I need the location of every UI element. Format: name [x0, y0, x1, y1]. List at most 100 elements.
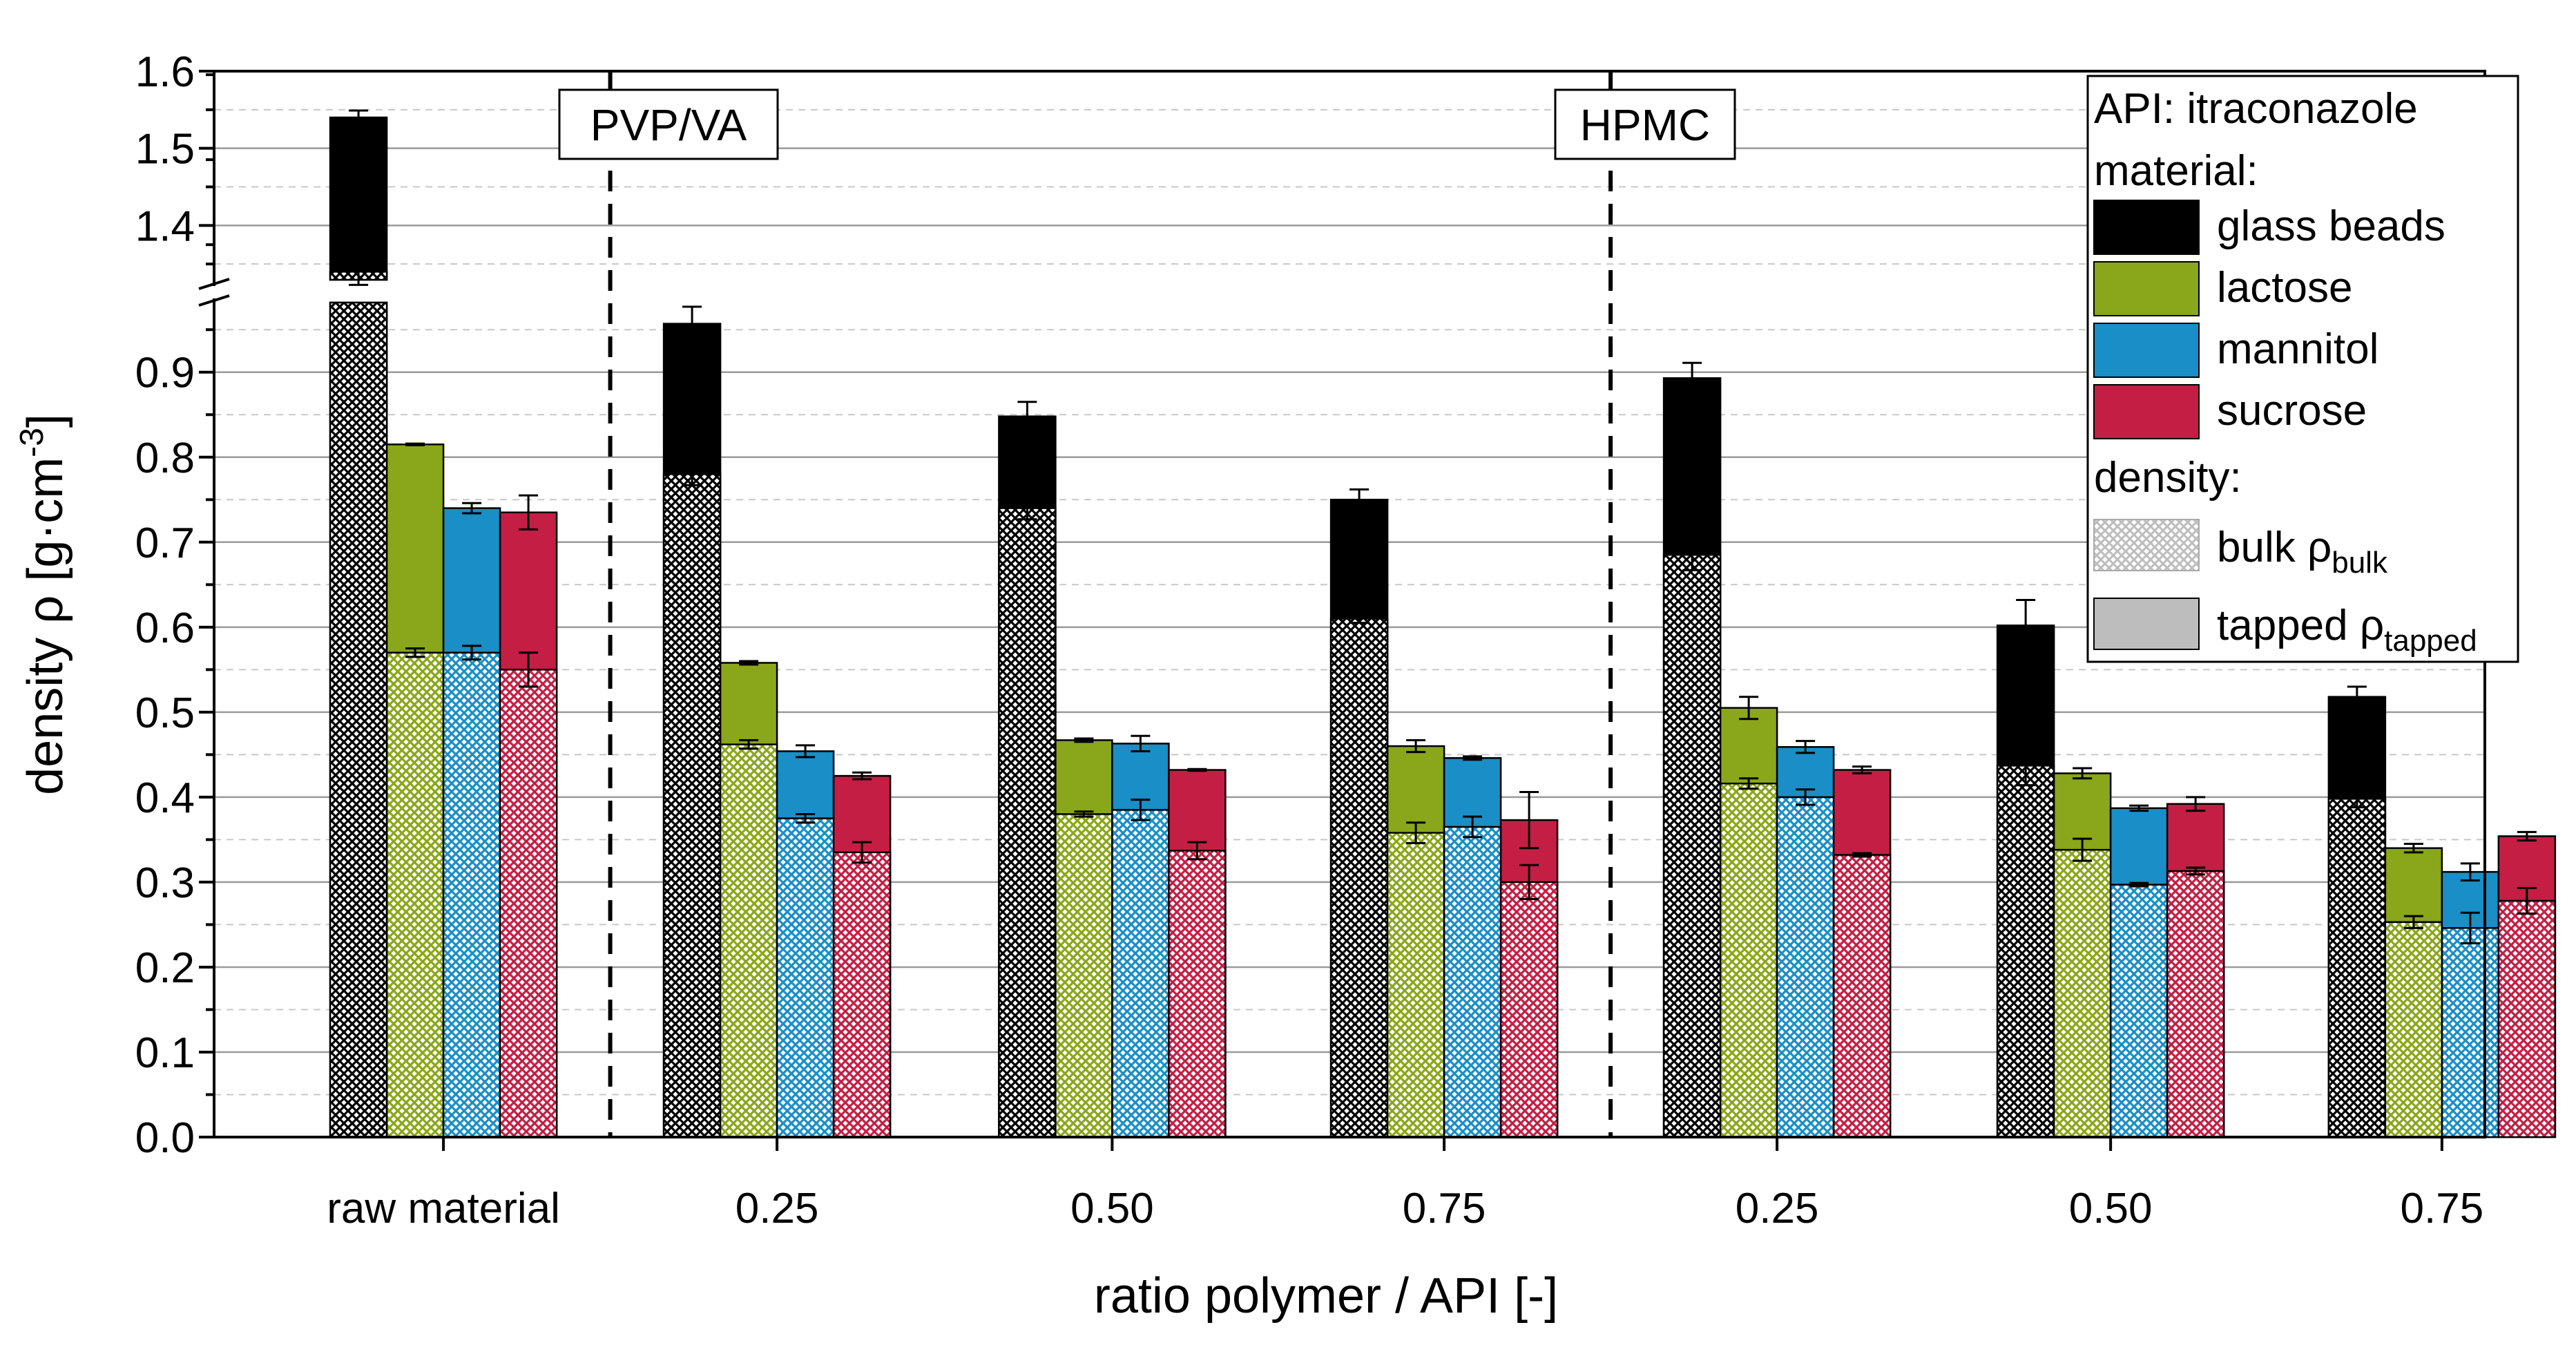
legend-bulk-sub: bulk	[2332, 546, 2388, 580]
legend-swatch-sucrose	[2093, 384, 2200, 439]
y-tick-label: 0.8	[135, 435, 195, 482]
legend-label-glass-beads: glass beads	[2217, 202, 2445, 250]
error-bar-bulk	[1682, 538, 1702, 571]
bar-bulk-glass-beads	[1329, 618, 1389, 1138]
bar-bulk-mannitol	[2441, 927, 2500, 1138]
error-bar-bulk	[1739, 777, 1759, 790]
legend-label-sucrose: sucrose	[2217, 387, 2367, 435]
region-box-hpmc: HPMC	[1554, 88, 1736, 160]
bar-bulk-lactose	[1386, 832, 1445, 1138]
bar-bulk-mannitol	[442, 651, 501, 1138]
error-bar-bulk	[2517, 887, 2537, 915]
y-tick-label: 0.2	[135, 944, 195, 992]
region-labels: PVP/VA HPMC	[558, 88, 1736, 160]
error-bar-tapped	[1519, 791, 1539, 850]
x-tick-label: 0.25	[1736, 1185, 1819, 1232]
error-bar-tapped	[1682, 361, 1702, 394]
legend-material-entries: glass beads lactose mannitol sucrose	[2093, 200, 2445, 439]
legend-tapped-main: tapped ρ	[2217, 602, 2384, 649]
error-bar-tapped	[1131, 734, 1151, 752]
error-bar-bulk	[682, 461, 702, 486]
bar-bulk-mannitol	[1443, 826, 1502, 1138]
legend-bulk-main: bulk ρ	[2217, 524, 2332, 571]
error-bar-tapped	[2073, 767, 2093, 780]
error-bar-bulk	[2073, 837, 2093, 862]
legend-density-title: density:	[2094, 454, 2242, 502]
error-bar-bulk	[1131, 799, 1151, 821]
bar-bulk-sucrose	[1168, 850, 1227, 1138]
error-bar-bulk	[1017, 496, 1037, 521]
error-bar-bulk	[739, 738, 759, 750]
legend-material-title: material:	[2094, 147, 2258, 195]
x-tick-label: raw material	[327, 1185, 560, 1232]
error-bar-bulk	[349, 257, 369, 286]
legend-tapped-swatch	[2093, 598, 2200, 650]
y-axis-title-main: density ρ [g·cm	[18, 457, 73, 795]
y-tick-label: 0.7	[135, 519, 195, 567]
bar-bulk-glass-beads	[1996, 765, 2055, 1138]
bar-bulk-mannitol	[2109, 884, 2169, 1138]
error-bar-tapped	[682, 305, 702, 342]
error-bar-bulk	[2186, 866, 2206, 876]
x-tick-label: 0.75	[1403, 1185, 1486, 1232]
bar-bulk-sucrose	[2166, 870, 2225, 1138]
error-bar-tapped	[405, 442, 425, 447]
error-bar-tapped	[1739, 696, 1759, 721]
bar-bulk-sucrose	[832, 851, 892, 1138]
y-tick-label: 0.0	[135, 1114, 195, 1162]
y-tick-label: 0.4	[135, 774, 195, 822]
legend-swatch-glass-beads	[2093, 200, 2200, 255]
axis-ticks: 0.0 0.1 0.2 0.3 0.4 0.5 0.6 0.7 0.8 0.9 1.4 1.5 1.6	[135, 48, 2443, 1162]
error-bar-bulk	[1796, 788, 1816, 806]
error-bar-tapped	[2186, 796, 2206, 812]
y-tick-label: 1.6	[135, 48, 195, 96]
error-bar-bulk	[1349, 613, 1369, 624]
bar-bulk-lactose	[1055, 813, 1113, 1138]
bar-bulk-sucrose	[1832, 854, 1892, 1138]
legend: API: itraconazole material: glass beads l…	[2086, 75, 2519, 663]
legend-swatch-mannitol	[2093, 323, 2200, 378]
error-bar-bulk	[2347, 789, 2367, 809]
error-bar-bulk	[2403, 915, 2423, 929]
error-bar-tapped	[349, 109, 369, 126]
x-tick-label: 0.75	[2401, 1185, 2484, 1232]
error-bar-bulk	[1406, 821, 1426, 844]
x-tick-label: 0.25	[736, 1185, 819, 1232]
error-bar-tapped	[1852, 765, 1872, 774]
y-axis-title: density ρ [g·cm-3]	[14, 414, 73, 795]
y-axis-title-sup: -3	[14, 428, 50, 457]
y-tick-label: 1.5	[135, 126, 195, 173]
y-tick-label: 1.4	[135, 202, 195, 250]
x-tick-label: 0.50	[1070, 1185, 1154, 1232]
axis-break-mark	[198, 278, 230, 290]
error-bar-tapped	[1187, 767, 1207, 772]
legend-label-lactose: lactose	[2217, 264, 2352, 312]
bar-bulk-glass-beads	[998, 507, 1057, 1138]
bar-bulk-glass-beads	[1662, 553, 1722, 1138]
error-bar-tapped	[2016, 598, 2036, 652]
bar-bulk-mannitol	[1111, 809, 1170, 1138]
bar-bulk-sucrose	[2497, 899, 2557, 1138]
bar-bulk-glass-beads	[329, 301, 388, 1138]
error-bar-bulk	[2460, 911, 2480, 944]
bar-bulk-glass-beads	[662, 473, 722, 1138]
bar-bulk-lactose	[385, 651, 445, 1138]
error-bar-bulk	[1187, 841, 1207, 861]
legend-label-mannitol: mannitol	[2217, 325, 2378, 373]
y-tick-label: 0.9	[135, 350, 195, 397]
error-bar-tapped	[1349, 488, 1369, 511]
error-bar-tapped	[1406, 738, 1426, 754]
error-bar-tapped	[2347, 685, 2367, 708]
error-bar-tapped	[852, 771, 872, 781]
legend-header: API: itraconazole	[2094, 85, 2418, 133]
x-tick-labels: raw material 0.25 0.50 0.75 0.25 0.50 0.75	[327, 1185, 2483, 1232]
error-bar-tapped	[462, 502, 482, 515]
error-bar-tapped	[1017, 401, 1037, 432]
region-separators	[608, 71, 1613, 1137]
bar-tapped-glass-beads	[329, 116, 388, 281]
bar-bulk-lactose	[2384, 921, 2443, 1138]
bar-bulk-mannitol	[1776, 796, 1835, 1138]
region-label-pvpva: PVP/VA	[590, 100, 747, 150]
error-bar-tapped	[1796, 740, 1816, 754]
region-box-pvpva: PVP/VA	[558, 88, 779, 160]
